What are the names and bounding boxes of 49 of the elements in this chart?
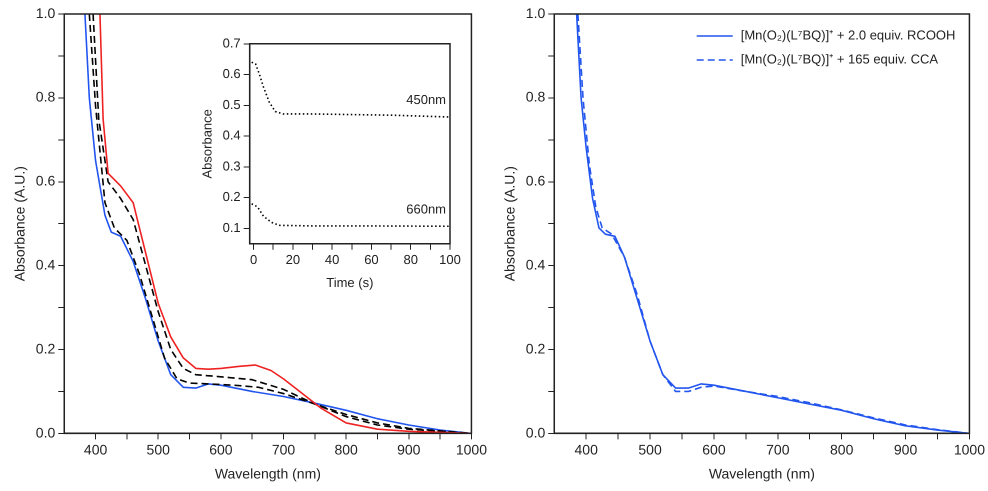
x-tick-label: 0 [250, 252, 258, 268]
x-tick-label: 800 [334, 442, 358, 458]
x-tick-label: 100 [439, 252, 461, 268]
y-tick-label: 0.2 [36, 340, 56, 356]
legend-label: [Mn(O₂)(L⁷BQ)]⁺ + 2.0 equiv. RCOOH [740, 28, 956, 43]
x-tick-label: 40 [324, 252, 340, 268]
y-tick-label: 0.8 [36, 88, 56, 105]
y-axis-title: Absorbance (A.U.) [501, 166, 518, 282]
x-tick-label: 400 [574, 442, 598, 458]
y-tick-label: 0.2 [222, 189, 241, 204]
y-tick-label: 0.4 [222, 128, 241, 143]
y-tick-label: 0.0 [36, 424, 56, 440]
y-tick-label: 0.2 [526, 340, 546, 356]
x-tick-label: 1000 [456, 442, 488, 458]
x-tick-label: 500 [146, 442, 170, 458]
y-tick-label: 0.6 [36, 172, 56, 189]
y-tick-label: 0.4 [526, 256, 546, 272]
annotation: 660nm [406, 201, 446, 216]
y-tick-label: 0.8 [526, 88, 546, 105]
x-axis-title: Wavelength (nm) [214, 465, 321, 482]
y-tick-label: 0.0 [526, 424, 546, 440]
x-tick-label: 80 [403, 252, 418, 268]
x-axis-title: Wavelength (nm) [708, 465, 815, 482]
x-tick-label: 400 [84, 442, 108, 458]
x-tick-label: 500 [638, 442, 662, 458]
y-tick-label: 1.0 [36, 4, 56, 21]
x-tick-label: 1000 [954, 442, 986, 458]
y-tick-label: 0.3 [222, 158, 241, 174]
x-tick-label: 900 [894, 442, 918, 458]
x-tick-label: 600 [209, 442, 233, 458]
legend-label: [Mn(O₂)(L⁷BQ)]⁺ + 165 equiv. CCA [740, 52, 938, 67]
y-axis-title: Absorbance [199, 109, 214, 178]
y-tick-label: 0.6 [526, 172, 546, 189]
x-tick-label: 900 [397, 442, 421, 458]
y-tick-label: 1.0 [526, 4, 546, 21]
x-tick-label: 20 [286, 252, 300, 268]
annotation: 450nm [406, 92, 446, 108]
y-tick-label: 0.5 [222, 96, 241, 112]
y-tick-label: 0.6 [222, 66, 241, 82]
x-tick-label: 700 [766, 442, 790, 458]
x-axis-title: Time (s) [326, 274, 374, 290]
x-tick-label: 800 [830, 442, 854, 458]
x-tick-label: 60 [364, 252, 379, 268]
x-tick-label: 700 [272, 442, 296, 458]
y-axis-title: Absorbance (A.U.) [11, 166, 28, 282]
y-tick-label: 0.7 [222, 35, 241, 50]
y-tick-label: 0.4 [36, 256, 56, 272]
y-tick-label: 0.1 [222, 220, 241, 235]
x-tick-label: 600 [702, 442, 726, 458]
